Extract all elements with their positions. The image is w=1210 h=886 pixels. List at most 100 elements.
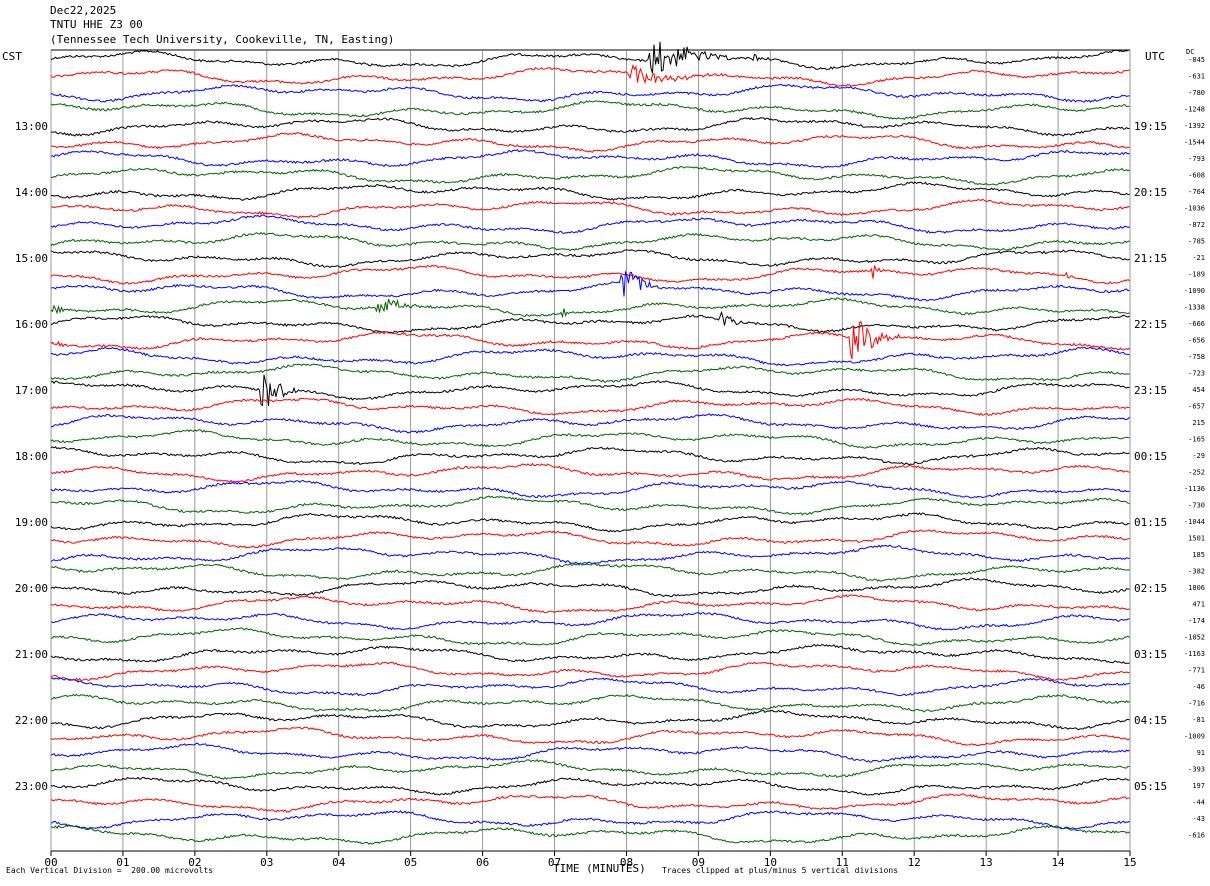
dc-offset-value: -29 — [1192, 452, 1205, 460]
x-tick-label: 13 — [980, 856, 993, 869]
dc-offset-value: -764 — [1188, 188, 1205, 196]
utc-hour-label: 21:15 — [1134, 252, 1167, 265]
trace-row — [50, 512, 1130, 533]
dc-offset-value: 471 — [1192, 601, 1205, 609]
cst-hour-label: 17:00 — [15, 384, 48, 397]
trace-row — [50, 693, 1130, 713]
trace-row — [50, 83, 1130, 103]
cst-hour-label: 16:00 — [15, 318, 48, 331]
dc-offset-value: 1806 — [1188, 584, 1205, 592]
dc-offset-value: -771 — [1188, 667, 1205, 675]
dc-offset-value: 185 — [1192, 551, 1205, 559]
x-tick-label: 08 — [620, 856, 633, 869]
trace-row — [51, 612, 1130, 631]
dc-offset-value: -174 — [1188, 617, 1205, 625]
minute-grid — [50, 49, 1131, 856]
cst-hour-label: 13:00 — [15, 120, 48, 133]
right-timezone-label: UTC — [1145, 50, 1165, 63]
utc-hour-label: 02:15 — [1134, 582, 1167, 595]
cst-hour-label: 23:00 — [15, 780, 48, 793]
x-tick-label: 14 — [1051, 856, 1065, 869]
dc-offset-value: 454 — [1192, 386, 1205, 394]
trace-row — [50, 709, 1130, 731]
trace-row — [50, 63, 1130, 87]
dc-offset-value: 91 — [1197, 749, 1205, 757]
trace-row — [50, 759, 1130, 780]
dc-offset-value: -43 — [1192, 815, 1205, 823]
station-description: (Tennessee Tech University, Cookeville, … — [50, 33, 395, 46]
dc-offset-value: -165 — [1188, 436, 1205, 444]
station-id: TNTU HHE Z3 00 — [50, 18, 143, 31]
trace-row — [50, 627, 1130, 646]
dc-offset-value: -631 — [1188, 73, 1205, 81]
dc-offset-value: -780 — [1188, 89, 1205, 97]
x-tick-label: 07 — [548, 856, 561, 869]
x-axis-title: TIME (MINUTES) — [553, 862, 646, 875]
trace-row — [50, 413, 1130, 434]
trace-row — [50, 100, 1130, 120]
trace-row — [50, 249, 1130, 269]
dc-offset-value: -716 — [1188, 700, 1205, 708]
trace-row — [50, 264, 1130, 285]
cst-hour-label: 15:00 — [15, 252, 48, 265]
trace-row — [50, 310, 1130, 334]
trace-row — [51, 824, 1130, 845]
x-tick-label: 09 — [692, 856, 705, 869]
dc-offset-value: -730 — [1188, 502, 1205, 510]
axis-labels: 00 01 02 03 04 05 06 07 08 09 10 11 12 13 14 15 13:00 14:… — [15, 56, 1205, 869]
dc-offset-value: -21 — [1192, 254, 1205, 262]
dc-offset-value: -1036 — [1184, 205, 1205, 213]
trace-row — [50, 793, 1130, 813]
trace-row — [50, 529, 1130, 549]
cst-hour-label: 22:00 — [15, 714, 48, 727]
dc-offset-value: -1392 — [1184, 122, 1205, 130]
dc-offset-value: -608 — [1188, 172, 1205, 180]
dc-offset-value: -46 — [1192, 683, 1205, 691]
dc-offset-value: -252 — [1188, 469, 1205, 477]
dc-offset-value: -1136 — [1184, 485, 1205, 493]
dc-offset-value: 1501 — [1188, 535, 1205, 543]
dc-offset-value: -1338 — [1184, 304, 1205, 312]
trace-row — [50, 117, 1130, 137]
trace-row — [50, 149, 1130, 169]
trace-row — [50, 41, 1130, 74]
clip-note: Traces clipped at plus/minus 5 vertical … — [662, 866, 899, 875]
x-tick-label: 02 — [188, 856, 201, 869]
dc-offset-value: -1544 — [1184, 139, 1205, 147]
dc-offset-value: 215 — [1192, 419, 1205, 427]
x-tick-label: 12 — [908, 856, 921, 869]
dc-offset-value: -656 — [1188, 337, 1205, 345]
trace-row — [50, 363, 1130, 383]
trace-row — [50, 479, 1130, 499]
dc-offset-value: -785 — [1188, 238, 1205, 246]
trace-row — [50, 446, 1130, 466]
trace-row — [50, 776, 1130, 796]
trace-row — [50, 462, 1130, 484]
trace-row — [50, 181, 1130, 201]
x-tick-label: 03 — [260, 856, 273, 869]
x-tick-label: 06 — [476, 856, 489, 869]
dc-offset-value: -44 — [1192, 799, 1205, 807]
x-tick-label: 05 — [404, 856, 417, 869]
x-tick-label: 15 — [1123, 856, 1136, 869]
utc-hour-label: 20:15 — [1134, 186, 1167, 199]
trace-row — [50, 594, 1130, 614]
dc-offset-value: -393 — [1188, 766, 1205, 774]
dc-offset-value: -382 — [1188, 568, 1205, 576]
trace-row — [50, 214, 1130, 234]
trace-row — [50, 677, 1130, 697]
dc-offset-value: 197 — [1192, 782, 1205, 790]
trace-row — [50, 562, 1130, 582]
utc-hour-label: 01:15 — [1134, 516, 1167, 529]
x-tick-label: 01 — [116, 856, 129, 869]
cst-hour-label: 21:00 — [15, 648, 48, 661]
trace-row — [50, 271, 1130, 302]
dc-offset-value: -758 — [1188, 353, 1205, 361]
dc-offset-value: -723 — [1188, 370, 1205, 378]
cst-hour-label: 20:00 — [15, 582, 48, 595]
x-tick-label: 10 — [764, 856, 777, 869]
trace-row — [50, 577, 1130, 598]
trace-row — [50, 544, 1130, 566]
dc-offset-value: -872 — [1188, 221, 1205, 229]
dc-offset-value: -1009 — [1184, 733, 1205, 741]
